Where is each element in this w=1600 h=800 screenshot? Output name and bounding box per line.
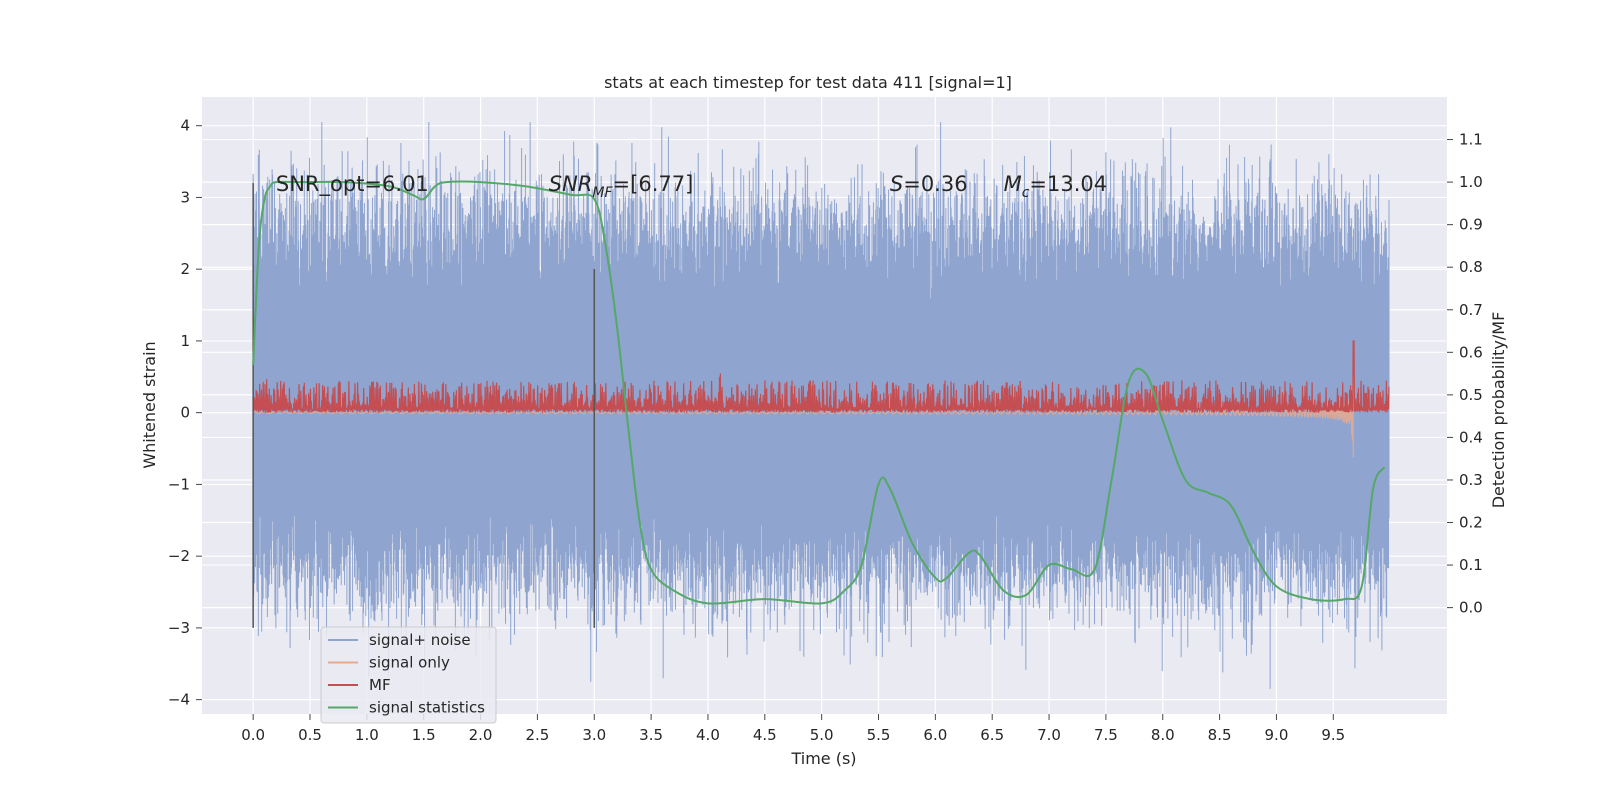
y-right-tick-label: 0.1 (1459, 556, 1483, 574)
series-signal-statistics (252, 180, 1386, 605)
y-tick-label: 1 (180, 332, 190, 350)
x-tick-label: 9.0 (1265, 726, 1289, 744)
x-tick-label: 1.5 (412, 726, 436, 744)
legend-label: signal only (369, 654, 450, 672)
y-tick-label: −4 (168, 691, 190, 709)
x-tick-label: 0.5 (298, 726, 322, 744)
y-axis-ticks: 4 3 2 1 0 −1 −2 −3 −4 (168, 117, 202, 709)
y-right-tick-label: 0.3 (1459, 471, 1483, 489)
y-tick-label: 2 (180, 260, 190, 278)
y-tick-label: 4 (180, 117, 190, 135)
window-markers (252, 183, 596, 628)
annotations: SNR_opt=6.01 SNRMF=[6.77] S=0.36 Mc=13.04 (276, 172, 1107, 201)
y-right-tick-label: 0.4 (1459, 428, 1483, 446)
annotation-label: SNR_opt=6.01 (276, 172, 429, 197)
y-right-tick-label: 0.2 (1459, 514, 1483, 532)
annotation-label: SNRMF=[6.77] (549, 172, 694, 201)
y-tick-label: 0 (180, 404, 190, 422)
annotation-label: S=0.36 (890, 172, 968, 196)
y-right-tick-label: 0.8 (1459, 258, 1483, 276)
signal-statistics-trace (252, 180, 1386, 605)
signal-only-trace (253, 375, 1354, 458)
x-tick-label: 4.5 (753, 726, 777, 744)
y-right-tick-label: 1.0 (1459, 173, 1483, 191)
legend-box (320, 626, 497, 724)
y-tick-label: 3 (180, 188, 190, 206)
y-right-tick-label: 1.1 (1459, 131, 1483, 149)
y-right-tick-label: 0.0 (1459, 599, 1483, 617)
y-right-tick-label: 0.7 (1459, 301, 1483, 319)
annotation-label: Mc=13.04 (1004, 172, 1108, 201)
series-mf (252, 340, 1390, 413)
y-axis-label: Whitened strain (140, 341, 159, 468)
legend-label: signal statistics (369, 699, 485, 717)
y-tick-label: −3 (168, 619, 190, 637)
mf-trace (252, 340, 1390, 413)
x-tick-label: 7.5 (1094, 726, 1118, 744)
x-tick-label: 9.5 (1321, 726, 1345, 744)
x-tick-label: 3.5 (639, 726, 663, 744)
x-tick-label: 8.0 (1151, 726, 1175, 744)
x-tick-label: 6.5 (980, 726, 1004, 744)
x-tick-label: 2.5 (525, 726, 549, 744)
x-tick-label: 6.0 (923, 726, 947, 744)
y-right-tick-label: 0.5 (1459, 386, 1483, 404)
y-tick-label: −1 (168, 475, 190, 493)
x-tick-label: 0.0 (241, 726, 265, 744)
y-tick-label: −2 (168, 547, 190, 565)
x-tick-label: 3.0 (582, 726, 606, 744)
y-right-axis-label: Detection probability/MF (1489, 312, 1508, 509)
x-tick-label: 1.0 (355, 726, 379, 744)
y-right-tick-label: 0.6 (1459, 343, 1483, 361)
x-axis-label: Time (s) (790, 749, 856, 768)
series-signal-only (253, 375, 1354, 458)
x-tick-label: 2.0 (469, 726, 493, 744)
y-right-axis-ticks: 1.1 1.0 0.9 0.8 0.7 0.6 0.5 0.4 0.3 0.2 0.1 0.0 (1447, 131, 1483, 617)
chart-title: stats at each timestep for test data 411… (604, 73, 1012, 92)
legend-label: MF (369, 676, 391, 694)
legend-label: signal+ noise (369, 631, 471, 649)
y-right-tick-label: 0.9 (1459, 216, 1483, 234)
x-tick-label: 7.0 (1037, 726, 1061, 744)
x-tick-label: 5.0 (810, 726, 834, 744)
x-axis-ticks: 0.0 0.5 1.0 1.5 2.0 2.5 3.0 3.5 4.0 4.5 5.0 5.5 6.0 6… (241, 714, 1345, 744)
legend: signal+ noise signal only MF signal statist… (320, 626, 497, 724)
x-tick-label: 4.0 (696, 726, 720, 744)
x-tick-label: 8.5 (1208, 726, 1232, 744)
x-tick-label: 5.5 (867, 726, 891, 744)
